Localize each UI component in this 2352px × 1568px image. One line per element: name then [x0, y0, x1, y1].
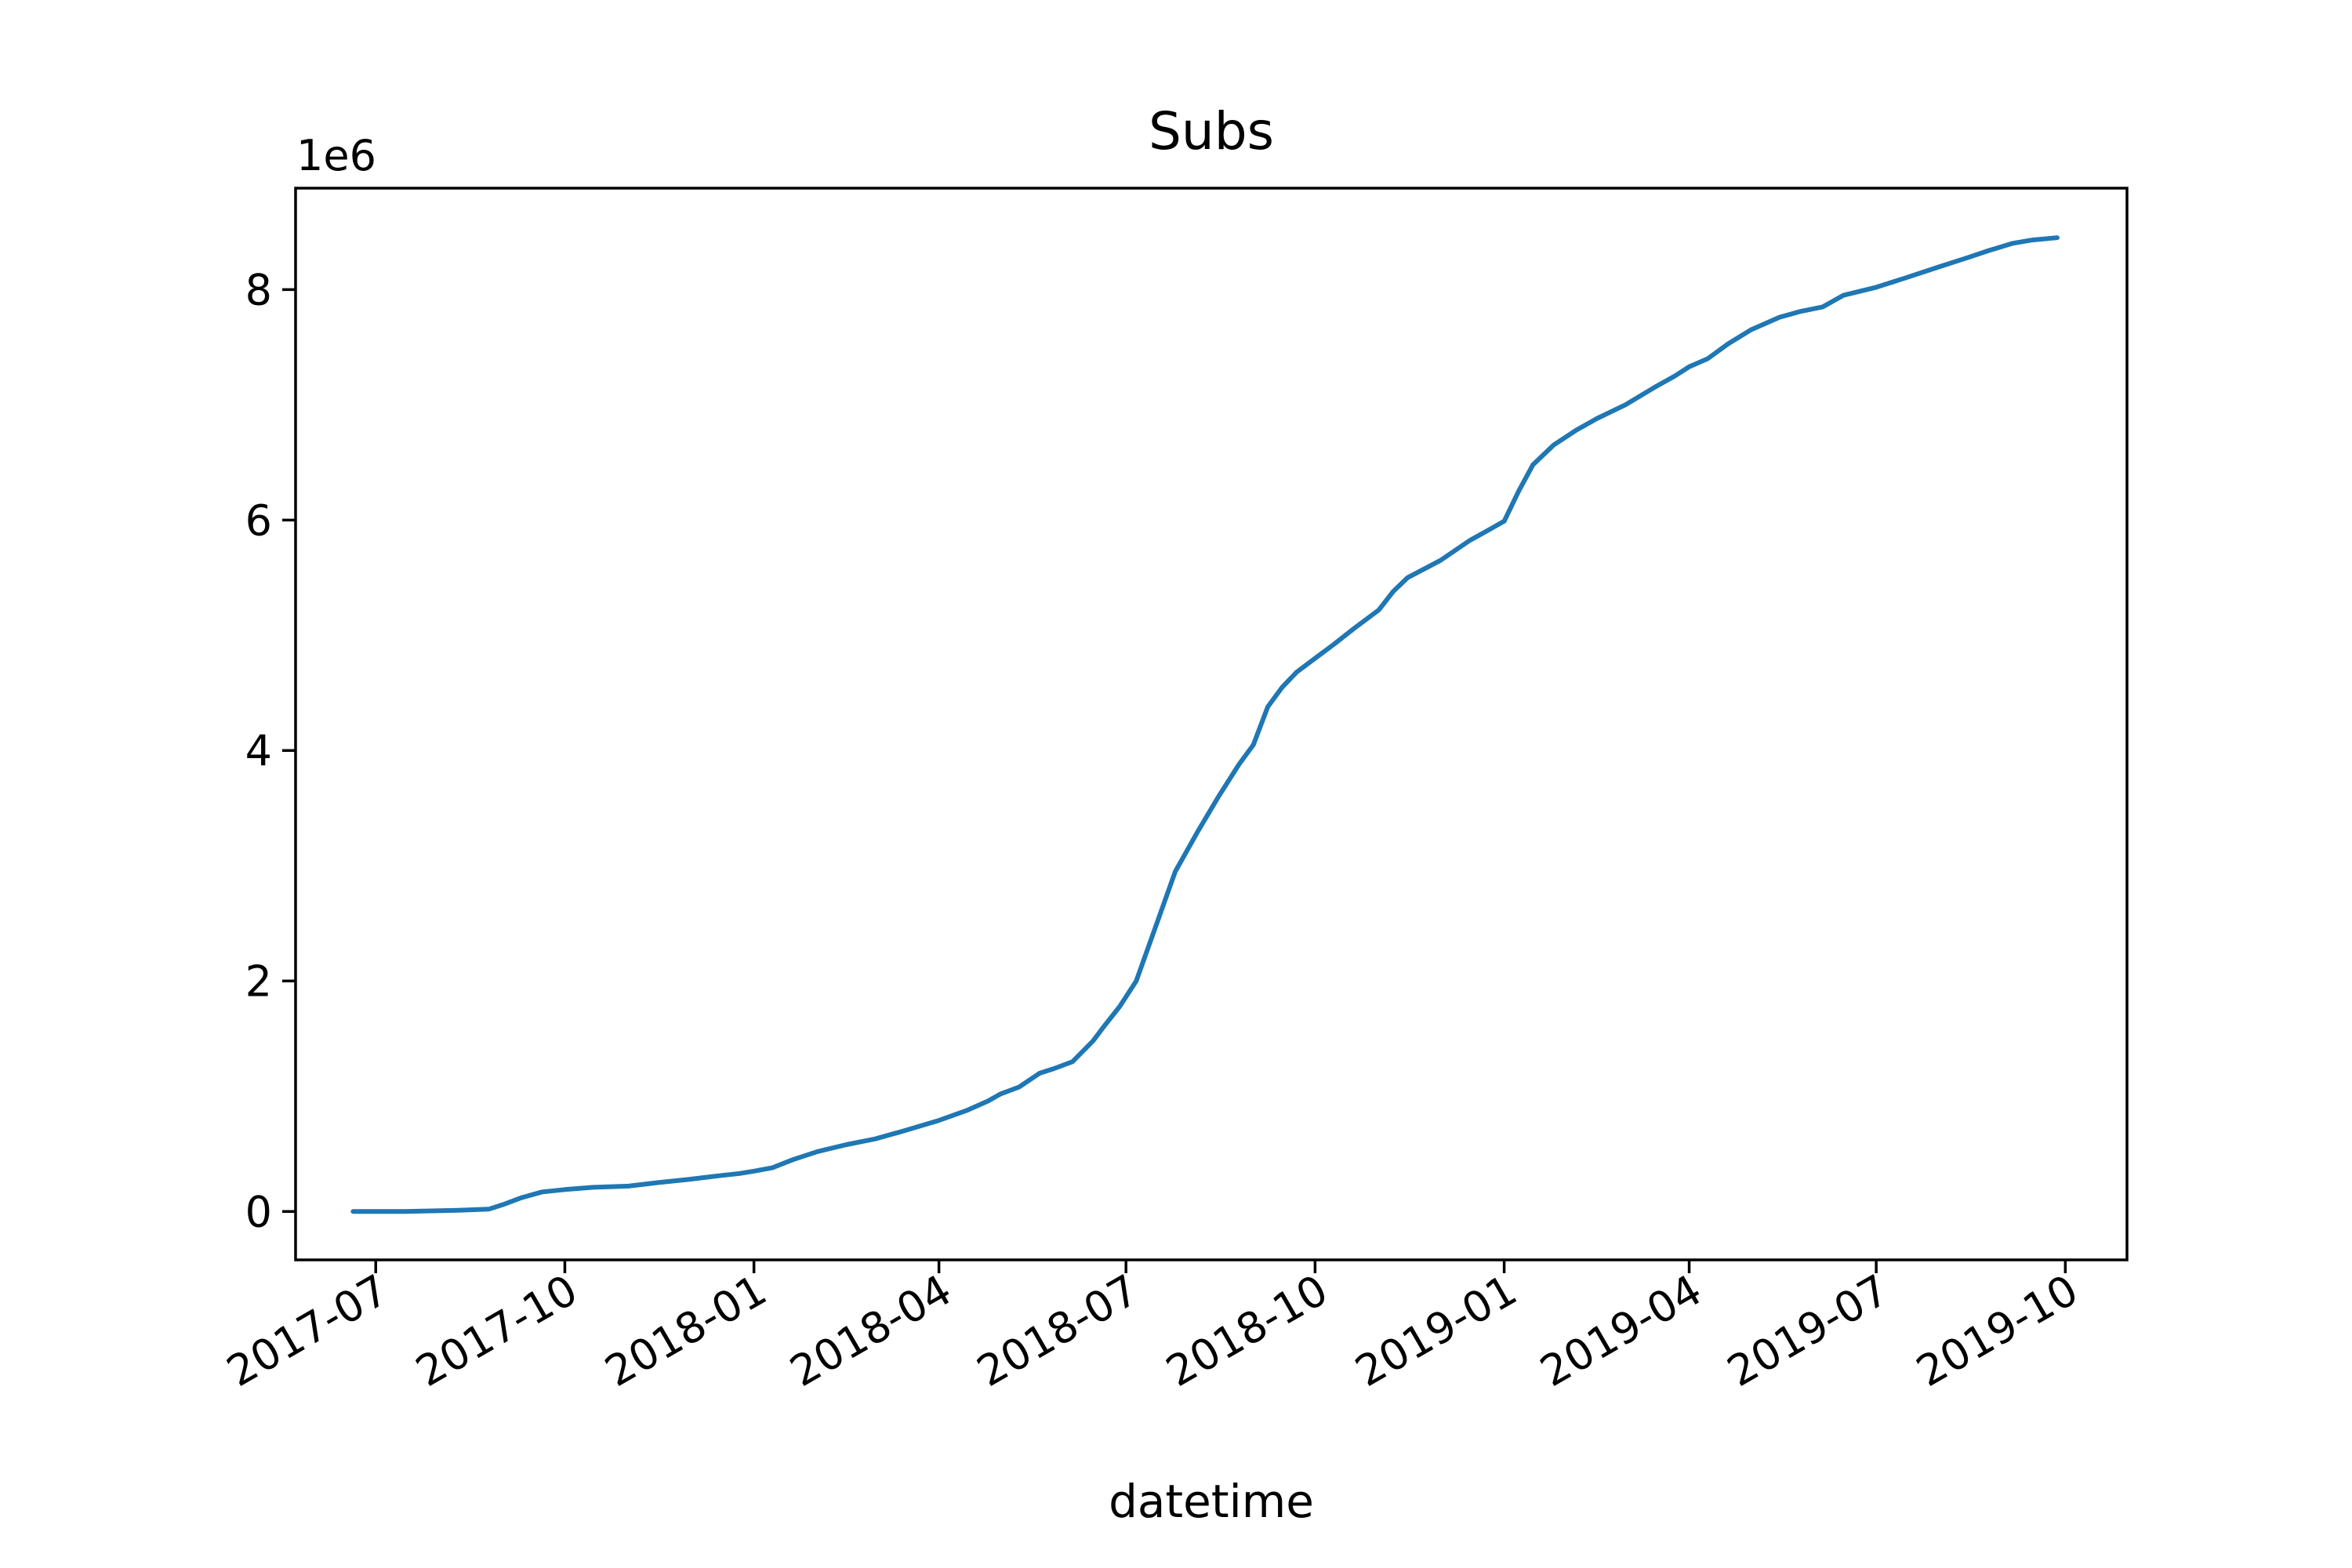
y-tick-label: 0 — [245, 1187, 272, 1236]
y-offset-label: 1e6 — [296, 131, 376, 180]
y-tick-label: 6 — [245, 495, 272, 545]
y-axis: 0 2 4 6 8 — [245, 265, 296, 1236]
y-tick-label: 2 — [245, 956, 272, 1006]
x-axis-label: datetime — [1109, 1475, 1314, 1528]
chart-title: Subs — [1149, 101, 1274, 162]
plot-frame — [294, 187, 2129, 1261]
y-tick-label: 4 — [245, 726, 272, 775]
series-line-0 — [350, 235, 2060, 1214]
y-tick-label: 8 — [245, 265, 272, 314]
plot-area — [350, 235, 2060, 1214]
